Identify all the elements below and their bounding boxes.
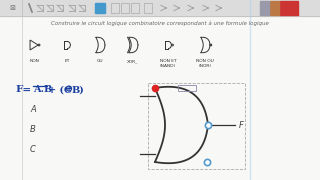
Bar xyxy=(280,1,298,15)
Text: F: F xyxy=(239,120,244,129)
Text: XOR_: XOR_ xyxy=(127,59,139,63)
Bar xyxy=(121,3,129,13)
Text: C: C xyxy=(30,145,36,154)
Text: ⊕: ⊕ xyxy=(65,86,73,94)
Text: B): B) xyxy=(72,86,85,94)
Text: NON OU
(NOR): NON OU (NOR) xyxy=(196,59,214,68)
Text: OU: OU xyxy=(97,59,103,63)
Bar xyxy=(0,0,320,16)
Text: F=: F= xyxy=(15,86,31,94)
Bar xyxy=(111,3,119,13)
Text: Construire le circuit logique combinatoire correspondant à une formule logique: Construire le circuit logique combinatoi… xyxy=(51,20,269,26)
Text: A.B: A.B xyxy=(33,86,52,94)
Text: NON: NON xyxy=(30,59,40,63)
Text: + (C: + (C xyxy=(48,86,72,94)
Text: ET: ET xyxy=(64,59,70,63)
Bar xyxy=(148,83,245,169)
Bar xyxy=(260,1,269,15)
Bar xyxy=(95,3,105,13)
Text: NON ET
(NAND): NON ET (NAND) xyxy=(160,59,176,68)
Bar xyxy=(178,85,196,91)
Text: A: A xyxy=(30,105,36,114)
Text: ⊠: ⊠ xyxy=(9,5,15,11)
Bar xyxy=(270,1,279,15)
Bar xyxy=(144,3,152,13)
Bar xyxy=(131,3,139,13)
Text: B: B xyxy=(30,125,36,134)
